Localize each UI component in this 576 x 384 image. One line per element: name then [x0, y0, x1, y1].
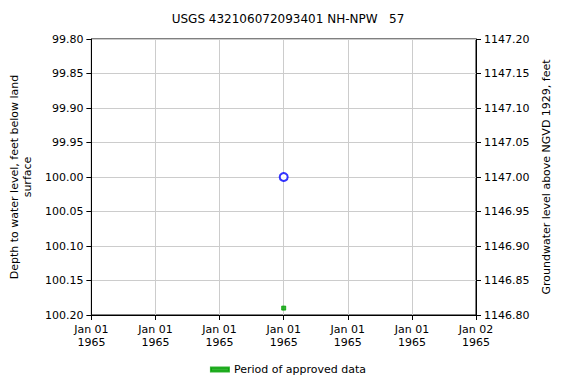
svg-text:1965: 1965 — [462, 336, 490, 349]
svg-text:1147.10: 1147.10 — [484, 102, 530, 115]
svg-text:Period of approved data: Period of approved data — [234, 363, 366, 376]
svg-text:1965: 1965 — [270, 336, 298, 349]
svg-text:1146.90: 1146.90 — [484, 240, 530, 253]
svg-text:USGS 432106072093401 NH-NPW: USGS 432106072093401 NH-NPW 57 — [172, 12, 405, 26]
svg-text:100.20: 100.20 — [45, 309, 84, 322]
svg-text:1147.20: 1147.20 — [484, 33, 530, 46]
svg-text:1147.15: 1147.15 — [484, 67, 530, 80]
svg-text:1965: 1965 — [334, 336, 362, 349]
svg-text:Jan 01: Jan 01 — [73, 323, 108, 336]
svg-text:Jan 01: Jan 01 — [201, 323, 236, 336]
svg-text:100.15: 100.15 — [45, 274, 84, 287]
svg-text:surface: surface — [21, 156, 34, 197]
svg-text:99.80: 99.80 — [52, 33, 84, 46]
svg-text:1146.80: 1146.80 — [484, 309, 530, 322]
svg-text:1965: 1965 — [398, 336, 426, 349]
svg-text:Jan 01: Jan 01 — [137, 323, 172, 336]
svg-text:1965: 1965 — [141, 336, 169, 349]
svg-text:Groundwater level above NGVD 1: Groundwater level above NGVD 1929, feet — [540, 59, 553, 295]
svg-text:1965: 1965 — [77, 336, 105, 349]
svg-text:99.90: 99.90 — [52, 102, 84, 115]
svg-text:1146.95: 1146.95 — [484, 205, 530, 218]
svg-text:Jan 01: Jan 01 — [265, 323, 300, 336]
svg-text:100.00: 100.00 — [45, 171, 84, 184]
svg-text:Jan 01: Jan 01 — [330, 323, 365, 336]
svg-text:100.05: 100.05 — [45, 205, 84, 218]
svg-text:1965: 1965 — [206, 336, 234, 349]
svg-text:1147.05: 1147.05 — [484, 136, 530, 149]
svg-text:Jan 01: Jan 01 — [394, 323, 429, 336]
svg-text:100.10: 100.10 — [45, 240, 84, 253]
svg-text:1147.00: 1147.00 — [484, 171, 530, 184]
svg-text:99.85: 99.85 — [52, 67, 84, 80]
svg-text:1146.85: 1146.85 — [484, 274, 530, 287]
svg-text:99.95: 99.95 — [52, 136, 84, 149]
svg-text:Depth to water level, feet bel: Depth to water level, feet below land — [8, 75, 21, 280]
svg-text:Jan 02: Jan 02 — [458, 323, 493, 336]
